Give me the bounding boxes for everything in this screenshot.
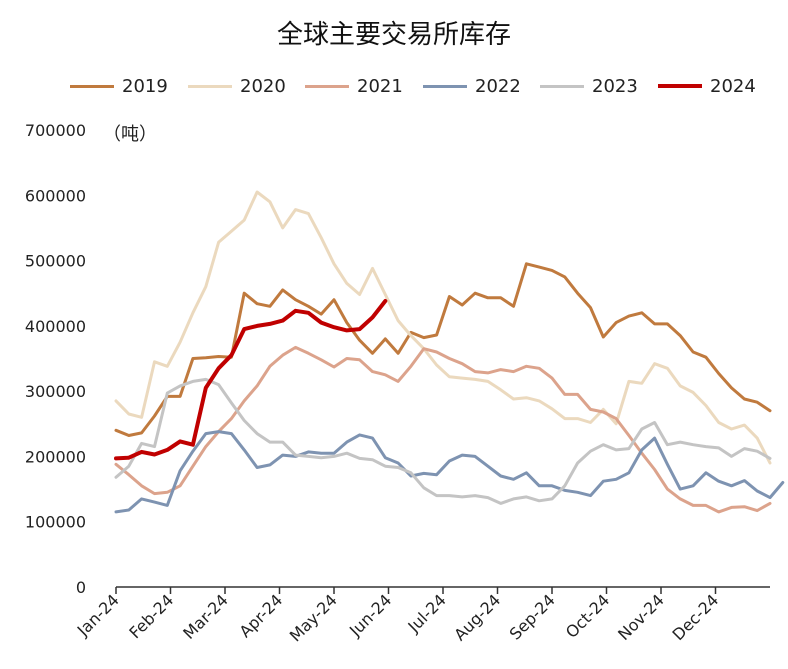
legend-item-2021: 2021 — [305, 74, 403, 98]
legend-label: 2023 — [592, 75, 638, 97]
y-axis-unit-label: （吨） — [103, 124, 157, 145]
legend-swatch — [540, 84, 584, 88]
legend-item-2023: 2023 — [540, 74, 638, 98]
x-tick-label: Dec-24 — [669, 590, 723, 644]
x-tick-label: May-24 — [286, 590, 341, 645]
series-line-2022 — [114, 430, 785, 514]
x-tick-label: Jul-24 — [404, 590, 450, 636]
y-tick-label: 700000 — [25, 121, 86, 140]
x-tick-label: Apr-24 — [236, 590, 287, 641]
y-tick-label: 100000 — [25, 513, 86, 532]
x-tick-label: Oct-24 — [562, 590, 613, 641]
legend-swatch — [188, 84, 232, 88]
y-tick-label: 500000 — [25, 252, 86, 271]
y-tick-label: 600000 — [25, 186, 86, 205]
series-line-2020 — [114, 190, 772, 465]
legend-swatch — [70, 84, 114, 88]
series-line-2023 — [114, 377, 772, 505]
legend-swatch — [305, 84, 349, 88]
legend-label: 2019 — [122, 75, 168, 97]
legend-item-2020: 2020 — [188, 74, 286, 98]
x-tick-label: Jun-24 — [345, 590, 395, 640]
chart-title: 全球主要交易所库存 — [276, 20, 511, 50]
legend-item-2019: 2019 — [70, 74, 168, 98]
series-line-2019 — [114, 262, 772, 437]
legend-label: 2020 — [240, 75, 286, 97]
x-tick-label: Jan-24 — [73, 590, 123, 640]
legend-item-2022: 2022 — [423, 74, 521, 98]
legend-label: 2021 — [357, 75, 403, 97]
legend-swatch — [658, 84, 702, 88]
y-tick-label: 200000 — [25, 447, 86, 466]
legend-swatch — [423, 84, 467, 88]
x-tick-label: Aug-24 — [450, 590, 504, 644]
legend-label: 2024 — [710, 75, 756, 97]
y-tick-label: 300000 — [25, 382, 86, 401]
series-line-2021 — [114, 345, 772, 514]
x-tick-label: Nov-24 — [614, 590, 668, 644]
y-tick-label: 0 — [76, 578, 86, 597]
x-tick-label: Feb-24 — [125, 590, 177, 642]
x-tick-label: Sep-24 — [506, 590, 559, 643]
series-line-2024 — [114, 299, 388, 461]
legend-item-2024: 2024 — [658, 74, 756, 98]
legend-label: 2022 — [475, 75, 521, 97]
y-tick-label: 400000 — [25, 317, 86, 336]
x-tick-label: Mar-24 — [179, 590, 232, 643]
